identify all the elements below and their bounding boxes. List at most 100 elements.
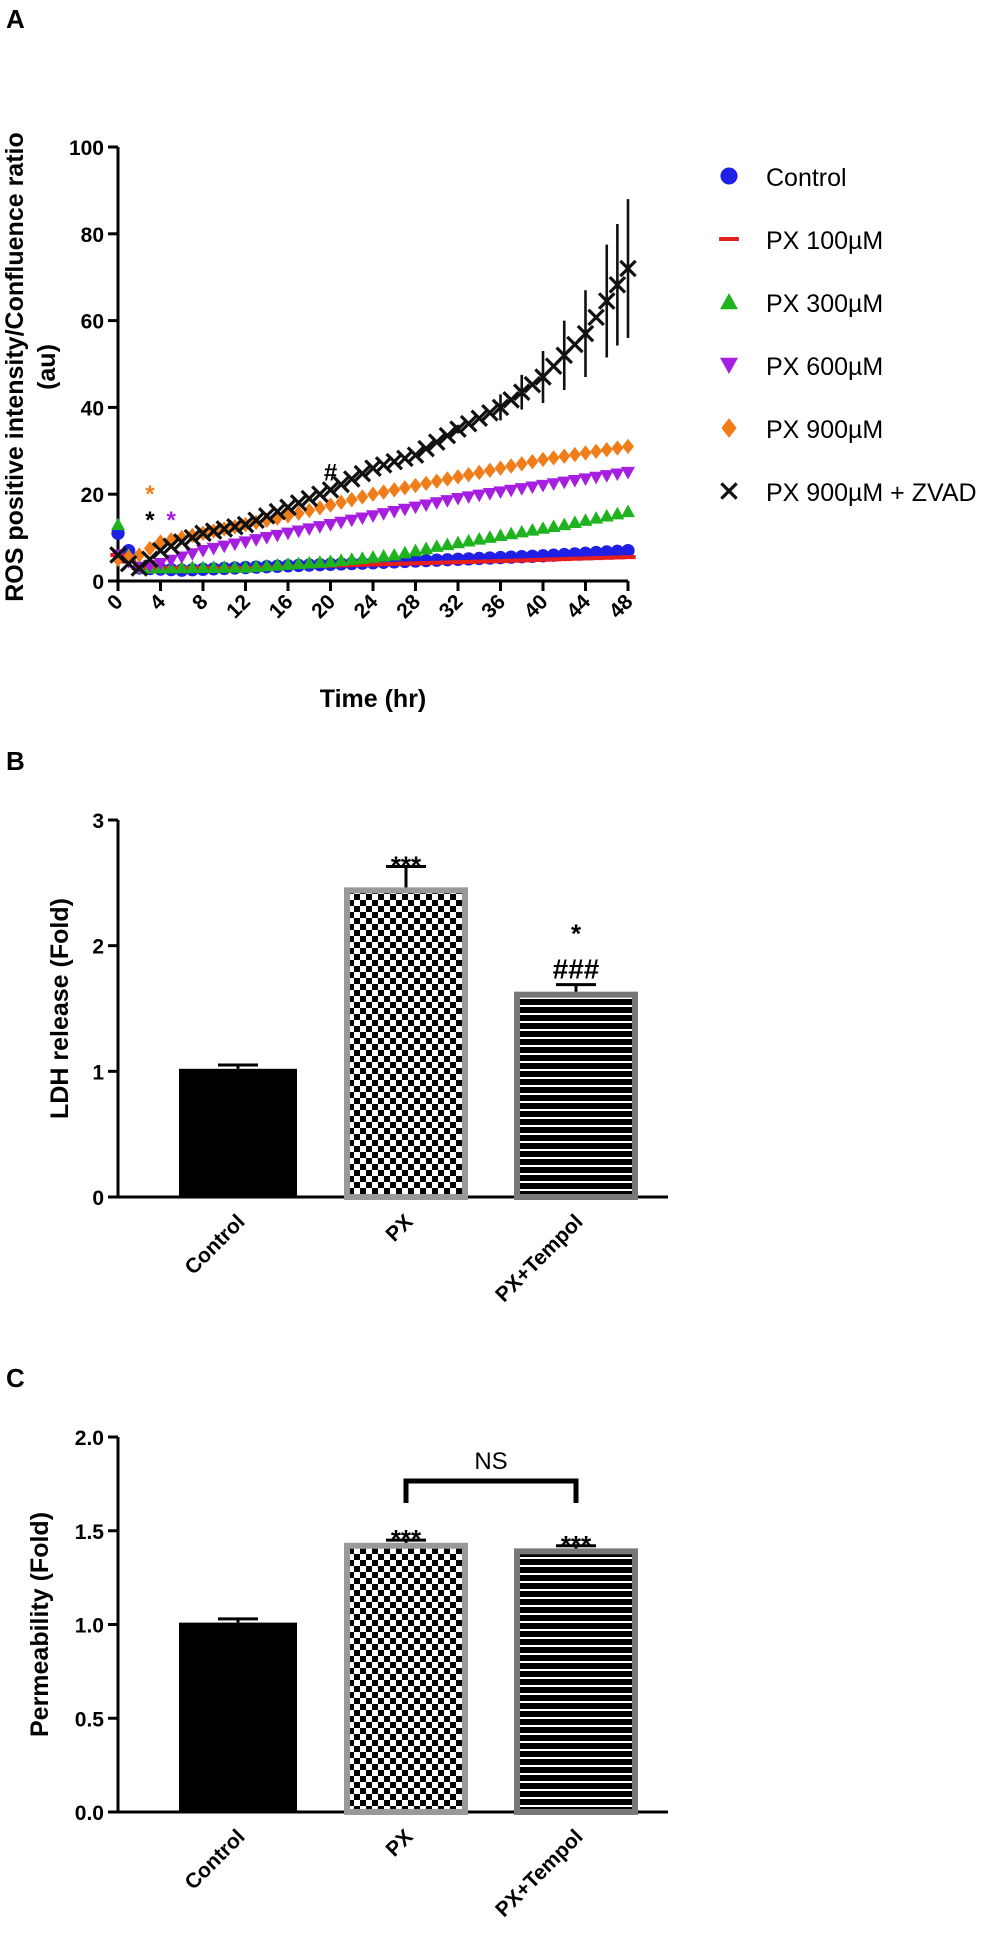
data-point xyxy=(451,492,465,506)
data-point xyxy=(599,555,615,560)
x-marker-stroke xyxy=(321,481,340,499)
legend-marker xyxy=(720,293,738,310)
data-point xyxy=(374,456,393,474)
data-point xyxy=(185,560,200,574)
data-point xyxy=(334,516,349,530)
data-point xyxy=(387,505,402,519)
x-marker-stroke xyxy=(385,452,404,471)
data-point xyxy=(366,550,380,563)
data-point xyxy=(334,553,349,566)
data-point xyxy=(470,409,489,428)
data-point xyxy=(514,524,529,538)
y-tick-label: 80 xyxy=(81,224,104,247)
data-point xyxy=(335,494,348,511)
legend-label: PX 600µM xyxy=(766,353,883,381)
data-point xyxy=(525,481,540,495)
x-marker-stroke xyxy=(215,520,234,538)
x-marker-stroke xyxy=(257,507,276,525)
significance-mark: ### xyxy=(553,954,600,985)
data-point xyxy=(461,491,476,504)
data-point xyxy=(547,450,560,466)
bar-control xyxy=(179,1622,297,1812)
data-point xyxy=(165,532,178,548)
y-tick-label: 20 xyxy=(81,484,104,507)
data-point xyxy=(409,477,422,494)
data-point xyxy=(419,499,434,513)
legend-marker xyxy=(720,482,738,500)
data-point xyxy=(364,459,382,477)
data-point xyxy=(172,533,191,551)
y-tick-label: 2 xyxy=(92,936,104,959)
x-marker-stroke xyxy=(459,414,478,433)
data-point xyxy=(459,414,478,433)
legend-marker xyxy=(720,357,738,374)
data-point xyxy=(185,548,200,561)
data-point xyxy=(355,551,370,564)
y-axis-title: LDH release (Fold) xyxy=(46,898,74,1119)
significance-mark: *** xyxy=(561,1530,592,1560)
data-point xyxy=(589,511,604,524)
y-tick-label: 1.0 xyxy=(75,1615,104,1638)
x-tick-label: 32 xyxy=(435,590,468,623)
data-point xyxy=(610,506,625,520)
x-marker-stroke xyxy=(417,439,435,458)
data-point xyxy=(268,502,287,521)
data-point xyxy=(396,449,414,468)
data-point xyxy=(430,473,443,489)
data-point xyxy=(259,532,274,545)
data-point xyxy=(438,426,457,445)
x-marker-stroke xyxy=(427,433,446,451)
data-point xyxy=(196,560,210,574)
legend-item-control: Control xyxy=(720,164,847,192)
x-marker-stroke xyxy=(268,502,287,521)
data-point xyxy=(440,495,455,508)
data-point xyxy=(576,324,595,343)
data-point xyxy=(311,485,329,503)
data-point xyxy=(112,551,124,567)
x-marker-stroke xyxy=(204,522,223,540)
x-marker-stroke xyxy=(279,498,297,517)
data-point xyxy=(238,536,253,549)
x-marker-stroke xyxy=(332,475,350,494)
data-point xyxy=(345,491,358,508)
data-point xyxy=(227,560,242,573)
data-point xyxy=(367,486,379,502)
data-point xyxy=(482,559,498,564)
data-point xyxy=(247,511,265,530)
x-marker-stroke xyxy=(523,375,542,394)
data-point xyxy=(281,557,295,570)
data-point xyxy=(546,478,561,491)
data-point xyxy=(482,488,497,501)
data-point xyxy=(175,529,188,546)
panel-c-chart: C 0.0 0.5 1.0 1.5 2.0 Permeability (Fold) Contr… xyxy=(6,1363,668,1922)
data-point xyxy=(291,525,306,539)
data-point xyxy=(588,556,604,561)
data-point xyxy=(441,471,454,487)
data-point xyxy=(119,554,138,573)
x-tick-label: 8 xyxy=(188,590,213,615)
x-tick-label: 16 xyxy=(265,590,298,623)
data-point xyxy=(377,484,390,500)
data-point xyxy=(439,560,456,565)
data-point xyxy=(217,540,232,554)
y-tick-label: 100 xyxy=(69,137,104,160)
data-point xyxy=(483,462,496,479)
data-point xyxy=(523,375,542,394)
data-point xyxy=(217,560,232,573)
legend-marker xyxy=(721,418,737,438)
data-point xyxy=(621,543,635,558)
data-point xyxy=(133,547,146,563)
significance-mark: # xyxy=(324,460,337,487)
data-point xyxy=(375,562,392,567)
data-point xyxy=(599,508,614,522)
y-axis-title-line-1: ROS positive intensity/Confluence ratio xyxy=(1,132,29,602)
x-marker-stroke xyxy=(491,398,510,417)
x-tick-label: 48 xyxy=(605,590,638,623)
data-point xyxy=(249,559,264,573)
data-point xyxy=(482,530,497,543)
y-tick-label: 1.5 xyxy=(75,1521,105,1544)
data-point xyxy=(162,537,180,556)
data-point xyxy=(386,561,402,566)
significance-mark: *** xyxy=(391,1524,422,1554)
data-point xyxy=(196,545,210,558)
